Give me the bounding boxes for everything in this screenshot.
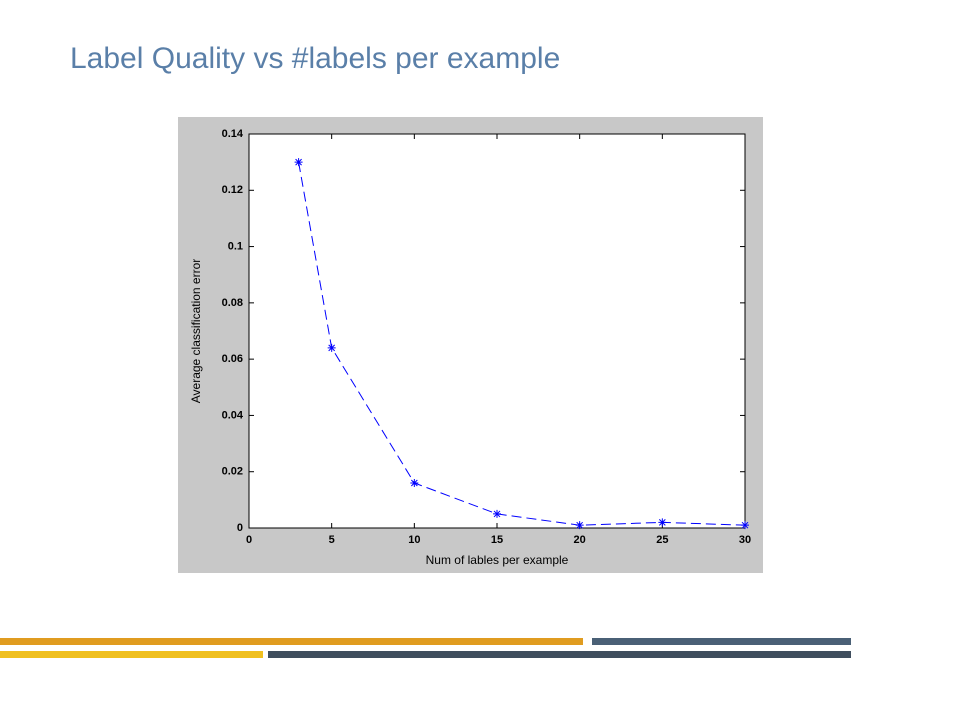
data-marker (741, 521, 749, 530)
y-tick-label: 0 (237, 522, 243, 534)
slide-title: Label Quality vs #labels per example (70, 42, 560, 75)
x-axis-label: Num of lables per example (426, 553, 569, 567)
data-marker (493, 509, 501, 518)
y-tick-label: 0.12 (222, 184, 243, 196)
x-tick-label: 5 (329, 534, 335, 546)
decor-bar (0, 638, 583, 645)
y-axis-label: Average classification error (189, 259, 203, 404)
decor-bar (268, 651, 851, 658)
x-tick-label: 10 (408, 534, 420, 546)
x-tick-label: 25 (656, 534, 668, 546)
y-tick-label: 0.14 (222, 128, 244, 140)
x-tick-label: 20 (574, 534, 586, 546)
data-marker (575, 521, 584, 530)
decor-bar (592, 638, 851, 645)
x-tick-label: 0 (246, 534, 252, 546)
data-marker (658, 518, 667, 527)
x-tick-label: 15 (491, 534, 503, 546)
plot-area (248, 133, 746, 529)
y-tick-label: 0.02 (222, 466, 243, 478)
data-marker (294, 158, 303, 167)
x-tick-label: 30 (739, 534, 751, 546)
y-tick-label: 0.04 (222, 409, 244, 421)
data-marker (410, 478, 419, 487)
y-tick-label: 0.08 (222, 297, 243, 309)
decor-bar (0, 651, 263, 658)
y-tick-label: 0.1 (228, 240, 243, 252)
y-tick-label: 0.06 (222, 353, 243, 365)
data-marker (327, 343, 336, 352)
